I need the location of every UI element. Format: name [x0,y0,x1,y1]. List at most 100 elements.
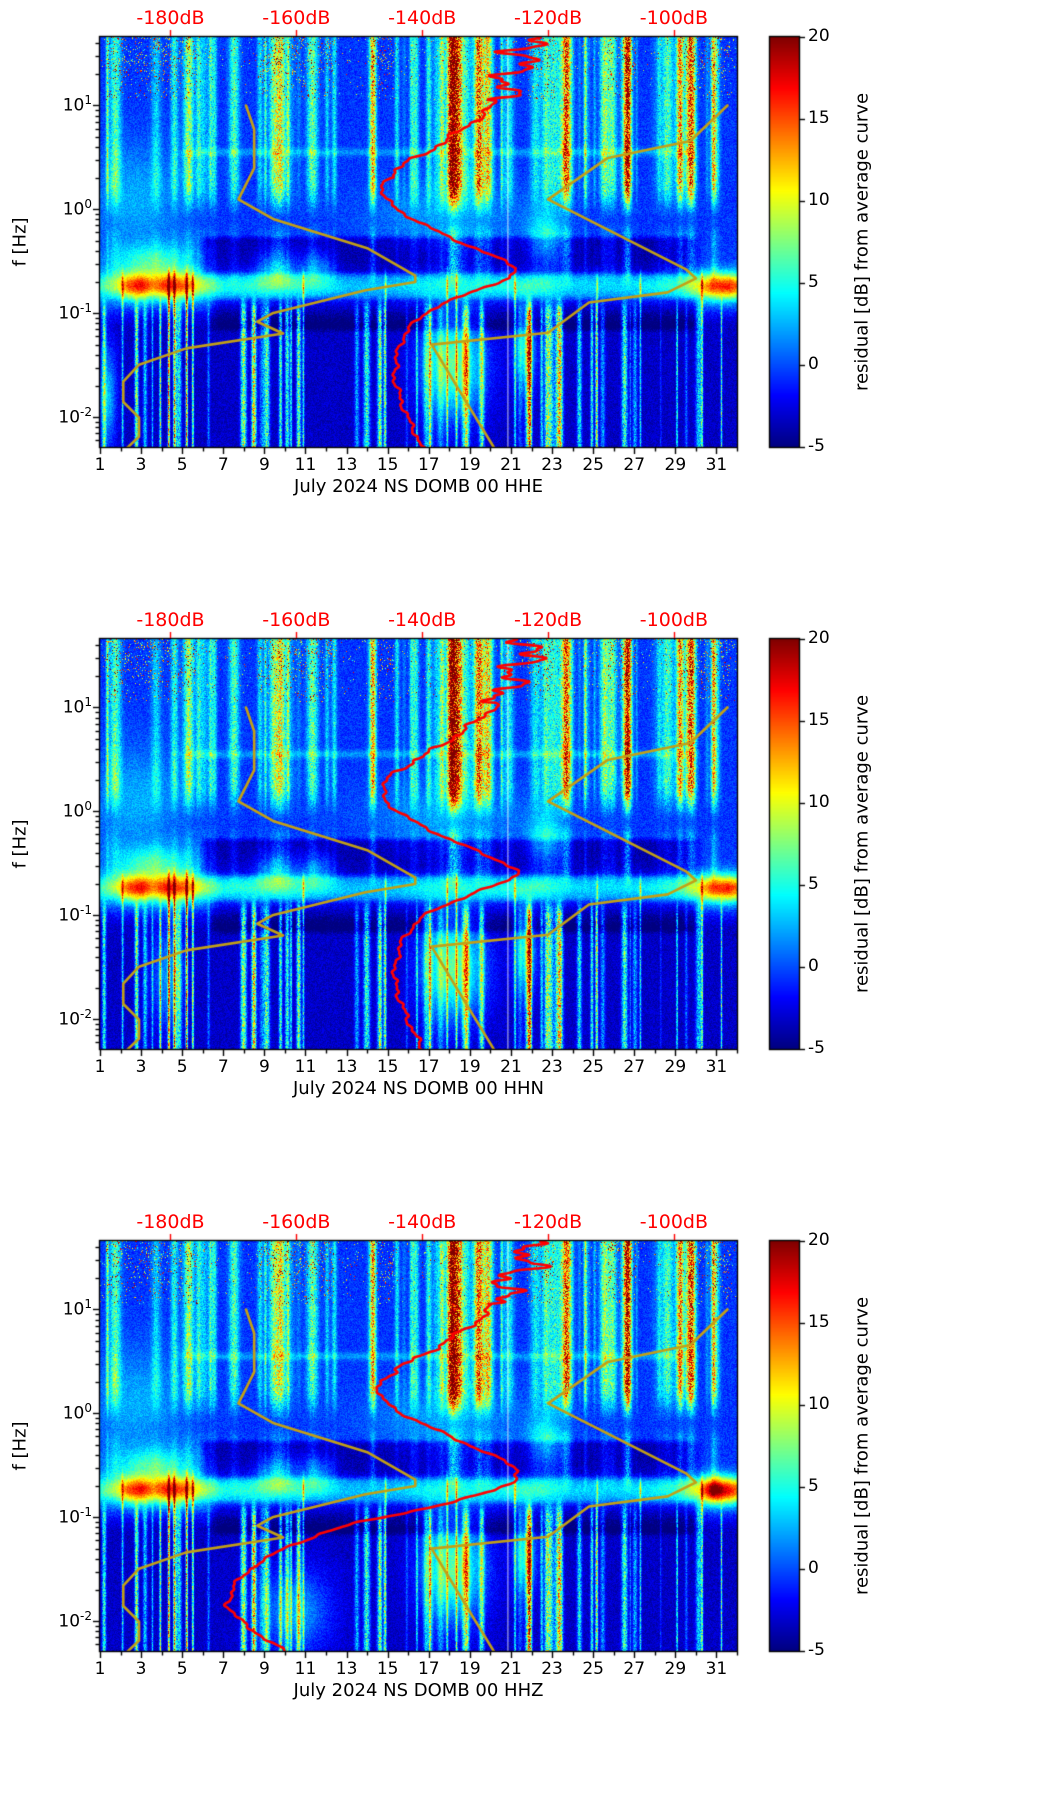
y-tick-label: 101 [62,1297,92,1321]
y-tick-label: 100 [62,197,92,221]
x-tick-label: 23 [541,1057,563,1077]
top-axis-label: -180dB [136,609,205,631]
x-tick-label: 21 [500,1057,522,1077]
y-tick-label: 10-2 [58,1007,92,1030]
colorbar-tick-label: 5 [808,1476,819,1496]
x-axis-label: July 2024 NS DOMB 00 HHZ [293,1680,544,1701]
spectrogram-canvas [0,1204,1052,1806]
x-tick-label: 13 [335,1659,358,1679]
y-tick-label: 100 [62,799,92,823]
colorbar-tick-label: -5 [808,436,825,456]
x-tick-label: 17 [417,455,440,475]
x-tick-label: 11 [294,1057,317,1077]
x-tick-label: 15 [376,455,399,475]
colorbar-tick-label: 20 [808,628,830,648]
panel-hhz: July 2024 NS DOMB 00 HHZ f [Hz] residual… [0,1204,1052,1806]
colorbar-tick-label: -5 [808,1640,825,1660]
top-axis-label: -180dB [136,1211,205,1233]
y-tick-label: 10-2 [58,1609,92,1632]
x-tick-label: 17 [417,1659,440,1679]
spectrogram-canvas [0,602,1052,1204]
x-tick-label: 27 [623,1057,646,1077]
colorbar-tick-label: 10 [808,792,830,812]
x-tick-label: 17 [417,1057,440,1077]
x-tick-label: 5 [176,1057,188,1077]
x-tick-label: 31 [705,455,728,475]
x-tick-label: 15 [376,1057,399,1077]
x-tick-label: 9 [258,1659,270,1679]
y-axis-label: f [Hz] [9,1421,31,1471]
x-tick-label: 11 [294,455,317,475]
x-axis-label: July 2024 NS DOMB 00 HHN [292,1078,545,1099]
x-tick-label: 19 [459,1659,481,1679]
x-tick-label: 9 [258,1057,270,1077]
top-axis-label: -100dB [639,609,709,631]
colorbar-tick-label: 10 [808,1394,830,1414]
x-tick-label: 15 [376,1659,399,1679]
top-axis-label: -140dB [388,1211,457,1233]
y-tick-label: 10-2 [58,405,92,428]
x-tick-label: 5 [176,455,188,475]
colorbar-tick-label: 0 [808,956,819,976]
top-axis-label: -180dB [136,7,205,29]
x-tick-label: 31 [705,1659,728,1679]
x-tick-label: 1 [94,1057,106,1077]
colorbar-label: residual [dB] from average curve [851,1296,873,1596]
x-tick-label: 1 [94,1659,106,1679]
x-tick-label: 29 [664,455,687,475]
x-tick-label: 7 [217,1659,229,1679]
colorbar-label: residual [dB] from average curve [851,694,873,994]
x-tick-label: 25 [582,1659,604,1679]
colorbar-tick-label: 15 [808,108,830,128]
x-tick-label: 7 [217,1057,229,1077]
y-tick-label: 100 [62,1401,92,1425]
y-axis-label: f [Hz] [9,217,31,267]
top-axis-label: -100dB [639,7,709,29]
colorbar-tick-label: 0 [808,1558,819,1578]
x-tick-label: 23 [541,455,563,475]
x-tick-label: 7 [217,455,229,475]
x-tick-label: 9 [258,455,270,475]
top-axis-label: -100dB [639,1211,709,1233]
colorbar-tick-label: 5 [808,272,819,292]
y-tick-label: 101 [62,695,92,719]
x-tick-label: 21 [500,455,522,475]
top-axis-label: -160dB [262,1211,331,1233]
x-tick-label: 27 [623,455,646,475]
x-tick-label: 27 [623,1659,646,1679]
x-tick-label: 29 [664,1659,687,1679]
x-tick-label: 13 [335,455,358,475]
x-tick-label: 19 [459,1057,481,1077]
colorbar-tick-label: 15 [808,710,830,730]
colorbar-tick-label: 5 [808,874,819,894]
x-tick-label: 5 [176,1659,188,1679]
x-tick-label: 3 [135,1659,147,1679]
top-axis-label: -160dB [262,7,331,29]
top-axis-label: -140dB [388,609,457,631]
x-tick-label: 11 [294,1659,317,1679]
y-tick-label: 10-1 [58,301,92,324]
top-axis-label: -120dB [513,7,583,29]
top-axis-label: -120dB [513,609,583,631]
colorbar-label: residual [dB] from average curve [851,92,873,392]
colorbar-tick-label: 0 [808,354,819,374]
top-axis-label: -160dB [262,609,331,631]
x-tick-label: 29 [664,1057,687,1077]
y-tick-label: 10-1 [58,903,92,926]
x-tick-label: 19 [459,455,481,475]
x-tick-label: 3 [135,1057,147,1077]
y-tick-label: 101 [62,93,92,117]
y-tick-label: 10-1 [58,1505,92,1528]
top-axis-label: -140dB [388,7,457,29]
x-tick-label: 13 [335,1057,358,1077]
panel-hhe: July 2024 NS DOMB 00 HHE f [Hz] residual… [0,0,1052,602]
x-tick-label: 3 [135,455,147,475]
x-tick-label: 31 [705,1057,728,1077]
x-tick-label: 1 [94,455,106,475]
top-axis-label: -120dB [513,1211,583,1233]
colorbar-tick-label: 20 [808,26,830,46]
panel-hhn: July 2024 NS DOMB 00 HHN f [Hz] residual… [0,602,1052,1204]
colorbar-tick-label: 15 [808,1312,830,1332]
spectrogram-canvas [0,0,1052,602]
